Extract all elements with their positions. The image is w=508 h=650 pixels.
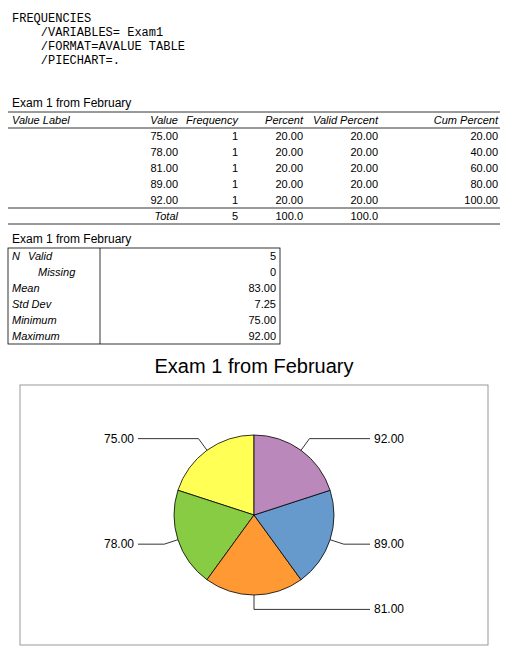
statistics-table: Exam 1 from February N Valid 5 Missing 0 Mean 8… <box>8 232 280 344</box>
syntax-block: FREQUENCIES /VARIABLES= Exam1 /FORMAT=AV… <box>12 12 185 68</box>
table-cell: 20.00 <box>350 162 378 174</box>
syntax-line: /FORMAT=AVALUE TABLE <box>12 40 185 54</box>
table-rule <box>8 224 500 225</box>
leader-line <box>138 439 207 451</box>
frequency-table: Exam 1 from February Value Label Value Freq… <box>8 96 500 224</box>
chart-frame <box>20 385 488 645</box>
table-rule <box>8 128 500 129</box>
stat-value: 75.00 <box>248 314 276 326</box>
stat-value: 0 <box>270 266 276 278</box>
stat-label: Maximum <box>12 330 60 342</box>
table-total: 100.0 <box>275 210 303 222</box>
table-header: Percent <box>265 114 304 126</box>
table-cell: 78.00 <box>150 146 178 158</box>
table-frame <box>8 248 280 344</box>
table-rule <box>8 112 500 113</box>
table-cell: 92.00 <box>150 194 178 206</box>
slice-labels: 75.00 78.00 81.00 89.00 92.00 <box>104 432 404 617</box>
stat-value: 5 <box>270 250 276 262</box>
leader-line <box>301 439 370 451</box>
table-cell: 81.00 <box>150 162 178 174</box>
table-rule <box>8 208 500 209</box>
table-cell: 1 <box>232 194 238 206</box>
table-cell: 20.00 <box>350 130 378 142</box>
table-divider <box>100 248 101 344</box>
pie-chart: Exam 1 from February 75.00 78.00 81.00 89.00… <box>20 355 488 645</box>
pie-slice <box>254 435 330 515</box>
table-header: Valid Percent <box>313 114 379 126</box>
leader-line <box>254 595 370 609</box>
table-title: Exam 1 from February <box>12 232 131 246</box>
table-cell: 60.00 <box>470 162 498 174</box>
table-cell: 80.00 <box>470 178 498 190</box>
table-header: Value Label <box>12 114 70 126</box>
slices <box>174 435 334 595</box>
table-cell: 20.00 <box>350 146 378 158</box>
table-cell: 40.00 <box>470 146 498 158</box>
stat-label: Minimum <box>12 314 57 326</box>
chart-title: Exam 1 from February <box>155 355 354 377</box>
stat-value: 83.00 <box>248 282 276 294</box>
background <box>0 0 508 650</box>
page-svg: FREQUENCIES /VARIABLES= Exam1 /FORMAT=AV… <box>0 0 508 650</box>
syntax-line: /PIECHART=. <box>12 54 120 68</box>
table-cell: 1 <box>232 130 238 142</box>
stat-label: Mean <box>12 282 40 294</box>
slice-label: 75.00 <box>104 432 134 446</box>
slice-label: 89.00 <box>374 537 404 551</box>
syntax-line: FREQUENCIES <box>12 12 91 26</box>
leader-line <box>330 540 370 544</box>
table-total: Total <box>155 210 179 222</box>
table-cell: 20.00 <box>275 146 303 158</box>
table-cell: 20.00 <box>350 194 378 206</box>
table-cell: 100.00 <box>464 194 498 206</box>
table-cell: 20.00 <box>275 130 303 142</box>
chart-root: FREQUENCIES /VARIABLES= Exam1 /FORMAT=AV… <box>0 0 508 650</box>
table-cell: 20.00 <box>350 178 378 190</box>
slice-label: 92.00 <box>374 432 404 446</box>
table-cell: 20.00 <box>470 130 498 142</box>
table-header: Cum Percent <box>434 114 499 126</box>
table-header: Frequency <box>186 114 239 126</box>
table-cell: 1 <box>232 162 238 174</box>
table-header: Value <box>150 114 178 126</box>
table-cell: 1 <box>232 146 238 158</box>
table-title: Exam 1 from February <box>12 96 131 110</box>
slice-label: 78.00 <box>104 537 134 551</box>
table-cell: 20.00 <box>275 178 303 190</box>
table-cell: 89.00 <box>150 178 178 190</box>
stat-label: Std Dev <box>12 298 53 310</box>
table-cell: 75.00 <box>150 130 178 142</box>
stat-value: 7.25 <box>255 298 276 310</box>
stat-value: 92.00 <box>248 330 276 342</box>
table-total: 5 <box>232 210 238 222</box>
stat-label: N <box>12 250 20 262</box>
table-total: 100.0 <box>350 210 378 222</box>
table-cell: 1 <box>232 178 238 190</box>
leader-line <box>138 540 178 544</box>
table-cell: 20.00 <box>275 194 303 206</box>
stat-sublabel: Valid <box>28 250 53 262</box>
table-cell: 20.00 <box>275 162 303 174</box>
syntax-line: /VARIABLES= Exam1 <box>12 26 163 40</box>
slice-label: 81.00 <box>374 602 404 616</box>
stat-sublabel: Missing <box>38 266 76 278</box>
